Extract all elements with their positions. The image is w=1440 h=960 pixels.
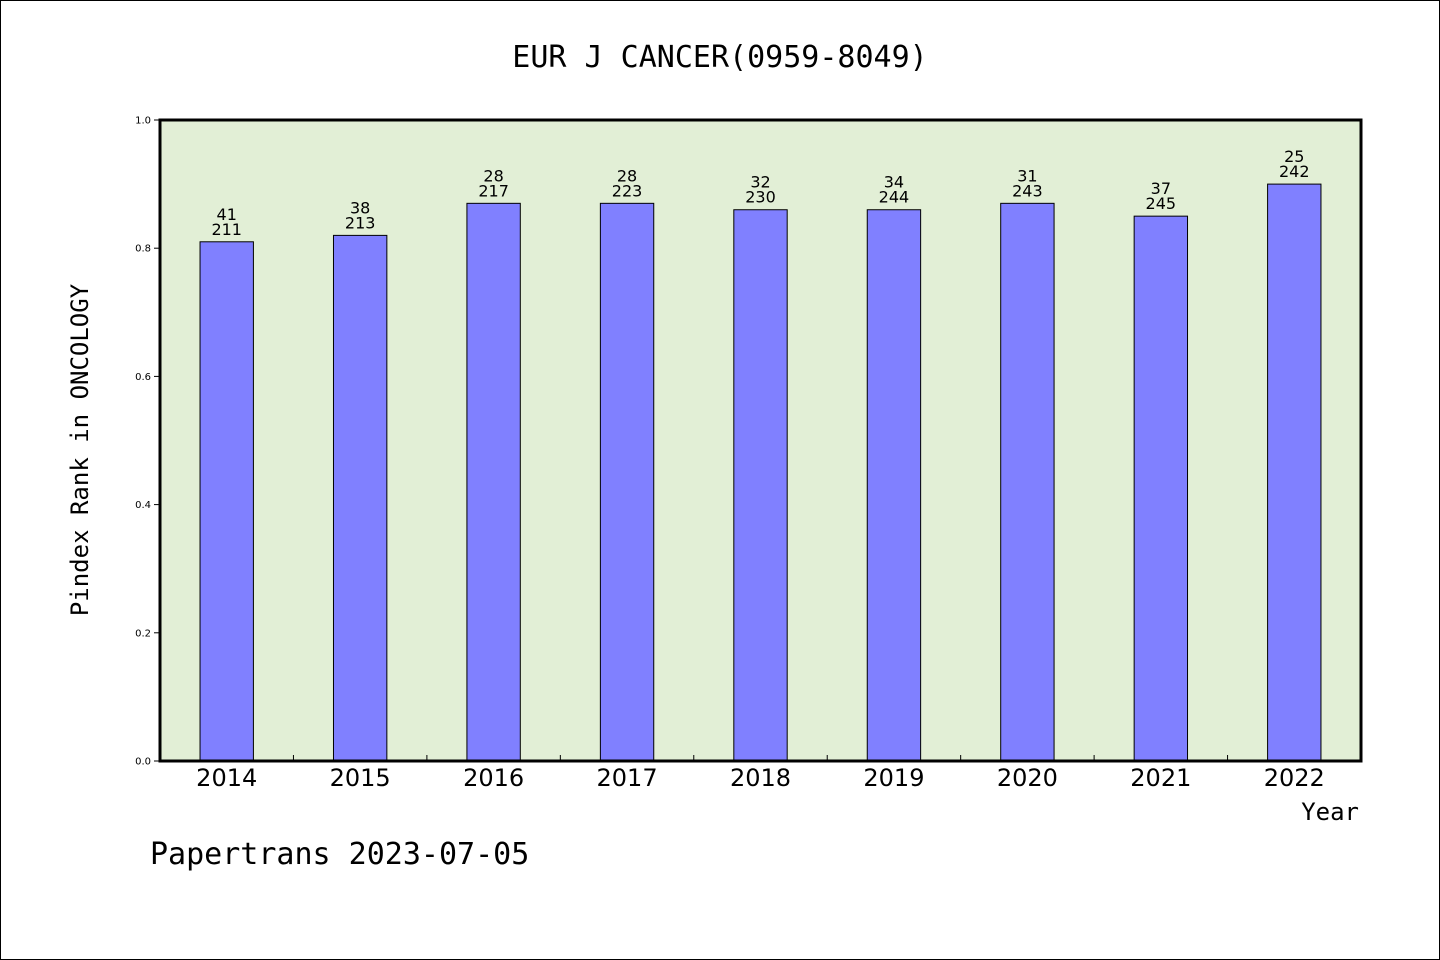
x-tick-label-2020: 2020 xyxy=(997,764,1058,792)
rank-label-2019: 34 xyxy=(884,173,904,192)
total-label-2018: 230 xyxy=(745,188,776,207)
bar-2019 xyxy=(866,209,922,762)
footer-watermark: Papertrans 2023-07-05 xyxy=(150,837,529,872)
y-tick-label: 0.2 xyxy=(135,628,151,639)
bar-2017 xyxy=(599,202,655,762)
rank-label-2022: 25 xyxy=(1284,147,1304,166)
y-tick-label: 0.0 xyxy=(135,757,151,768)
total-label-2017: 223 xyxy=(612,181,643,200)
x-tick-label-2017: 2017 xyxy=(597,764,658,792)
bar-2021 xyxy=(1133,215,1189,762)
x-tick-label-2021: 2021 xyxy=(1130,764,1191,792)
x-tick-label-2016: 2016 xyxy=(463,764,524,792)
rank-label-2018: 32 xyxy=(750,173,770,192)
total-label-2021: 245 xyxy=(1146,194,1177,213)
bars-group xyxy=(199,183,1322,762)
bar-2015 xyxy=(332,234,388,762)
x-tick-label-2019: 2019 xyxy=(863,764,924,792)
y-axis-ticks: 0.0 0.2 0.4 0.6 0.8 1.0 xyxy=(135,116,160,768)
x-tick-label-2018: 2018 xyxy=(730,764,791,792)
y-tick-label: 0.6 xyxy=(135,372,151,383)
y-tick-label: 0.4 xyxy=(135,500,151,511)
total-label-2015: 213 xyxy=(345,213,376,232)
x-axis-ticks: 2014 2015 2016 2017 2018 2019 2020 2021 2022 xyxy=(196,755,1325,792)
x-axis-label: Year xyxy=(1301,798,1359,826)
total-label-2019: 244 xyxy=(879,188,910,207)
rank-label-2015: 38 xyxy=(350,198,370,217)
bar-2014 xyxy=(199,241,254,762)
bar-2016 xyxy=(466,202,521,762)
total-label-2020: 243 xyxy=(1012,181,1043,200)
rank-label-2014: 41 xyxy=(217,205,237,224)
bar-2020 xyxy=(1000,202,1055,762)
y-axis-label: Pindex Rank in ONCOLOGY xyxy=(66,283,94,616)
bar-2018 xyxy=(733,209,788,762)
x-tick-label-2014: 2014 xyxy=(196,764,257,792)
bar-2022 xyxy=(1267,183,1322,762)
x-tick-label-2022: 2022 xyxy=(1264,764,1325,792)
plot-border xyxy=(158,118,1363,763)
rank-label-2020: 31 xyxy=(1017,166,1037,185)
rank-label-2016: 28 xyxy=(483,166,503,185)
y-tick-label: 1.0 xyxy=(135,116,151,127)
total-label-2016: 217 xyxy=(478,181,509,200)
total-label-2014: 211 xyxy=(211,220,242,239)
rank-label-2017: 28 xyxy=(617,166,637,185)
x-tick-label-2015: 2015 xyxy=(330,764,391,792)
chart-title: EUR J CANCER(0959-8049) xyxy=(512,40,927,75)
rank-label-2021: 37 xyxy=(1151,179,1171,198)
total-label-2022: 242 xyxy=(1279,162,1310,181)
y-tick-label: 0.8 xyxy=(135,244,151,255)
